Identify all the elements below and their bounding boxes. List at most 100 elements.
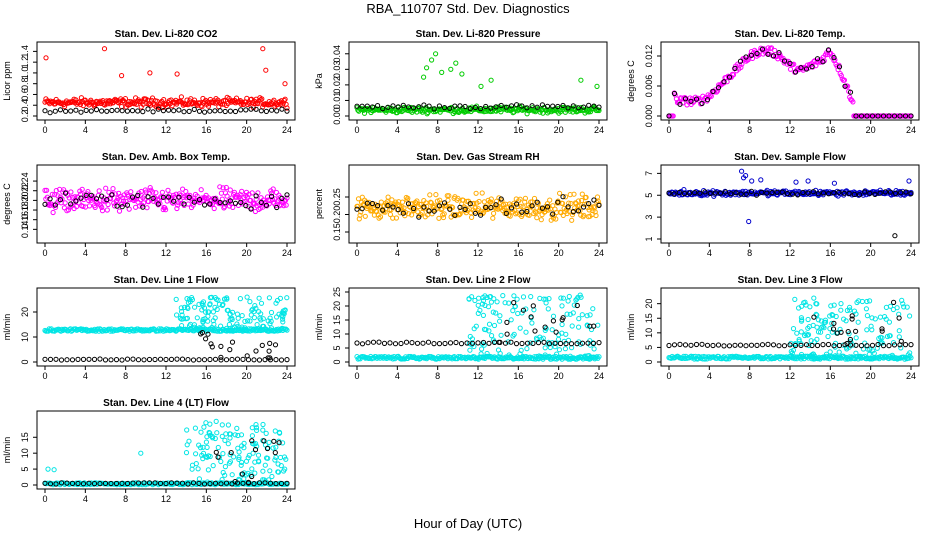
data-point bbox=[574, 302, 580, 309]
data-point bbox=[124, 356, 131, 362]
data-point bbox=[274, 108, 280, 114]
data-point bbox=[484, 350, 490, 357]
y-tick-label: 15 bbox=[332, 315, 342, 325]
data-point bbox=[102, 357, 109, 363]
data-point bbox=[554, 351, 560, 357]
data-point bbox=[872, 316, 878, 322]
data-point bbox=[355, 203, 361, 209]
chart-panel-1: Stan. Dev. Li-820 CO2 Licor ppm 0 4 8 12 16 20 2… bbox=[2, 29, 296, 135]
series-hourly bbox=[666, 46, 914, 119]
data-point bbox=[256, 480, 263, 486]
data-point bbox=[853, 335, 859, 341]
data-point bbox=[236, 456, 242, 462]
y-tick-label: 7 bbox=[644, 171, 654, 176]
data-point bbox=[153, 190, 159, 196]
data-point bbox=[707, 92, 713, 99]
data-point bbox=[787, 60, 793, 67]
data-point bbox=[453, 60, 459, 66]
y-tick-label: 0.20 bbox=[332, 206, 342, 224]
data-point bbox=[276, 440, 282, 446]
data-point bbox=[560, 295, 567, 301]
data-point bbox=[896, 328, 902, 334]
data-point bbox=[130, 356, 136, 362]
data-point bbox=[385, 194, 391, 200]
data-point bbox=[560, 102, 566, 109]
data-point bbox=[190, 202, 196, 208]
data-point bbox=[792, 69, 799, 75]
data-point bbox=[728, 191, 734, 197]
y-axis-label: kPa bbox=[314, 73, 324, 89]
data-point bbox=[526, 212, 532, 218]
y-tick-label: 3 bbox=[644, 215, 654, 220]
data-point bbox=[770, 53, 777, 59]
data-point bbox=[284, 108, 290, 114]
chart-panel-6: Stan. Dev. Sample Flow 0 4 8 12 16 20 24 1 3 5 7 bbox=[644, 152, 920, 258]
series-hourly bbox=[666, 299, 914, 349]
data-point bbox=[831, 190, 837, 196]
data-point bbox=[405, 104, 412, 110]
data-point bbox=[462, 206, 468, 212]
data-point bbox=[284, 192, 290, 198]
data-point bbox=[469, 214, 475, 220]
data-point bbox=[845, 83, 851, 89]
x-tick-label: 16 bbox=[201, 125, 211, 135]
data-point bbox=[721, 79, 727, 85]
data-point bbox=[798, 315, 805, 321]
plot-frame bbox=[660, 41, 920, 121]
data-point bbox=[175, 202, 181, 208]
data-point bbox=[411, 205, 417, 212]
data-point bbox=[199, 330, 205, 336]
data-point bbox=[908, 113, 914, 119]
data-point bbox=[469, 340, 476, 346]
y-tick-label: 0.000 bbox=[644, 105, 654, 128]
data-point bbox=[818, 329, 824, 335]
data-point bbox=[380, 106, 386, 112]
data-point bbox=[680, 100, 686, 106]
data-point bbox=[222, 464, 228, 470]
data-point bbox=[211, 205, 217, 212]
x-tick-label: 0 bbox=[42, 371, 47, 381]
data-point bbox=[838, 73, 844, 79]
data-point bbox=[555, 336, 562, 342]
data-point bbox=[579, 191, 585, 197]
data-point bbox=[395, 104, 401, 110]
data-point bbox=[474, 103, 480, 109]
data-point bbox=[798, 329, 804, 335]
data-point bbox=[385, 104, 391, 110]
data-point bbox=[273, 189, 280, 196]
data-point bbox=[249, 466, 255, 472]
data-point bbox=[68, 189, 74, 195]
data-point bbox=[530, 340, 536, 346]
data-point bbox=[503, 210, 509, 216]
data-point bbox=[879, 328, 885, 334]
data-point bbox=[80, 481, 87, 487]
data-point bbox=[200, 316, 206, 323]
data-point bbox=[218, 323, 224, 329]
data-point bbox=[864, 343, 870, 349]
x-tick-label: 12 bbox=[785, 125, 795, 135]
data-point bbox=[219, 433, 225, 439]
data-point bbox=[594, 83, 600, 90]
data-point bbox=[47, 196, 53, 202]
data-point bbox=[491, 210, 497, 216]
data-point bbox=[369, 200, 375, 207]
x-tick-label: 0 bbox=[666, 125, 671, 135]
data-point bbox=[52, 202, 58, 208]
data-point bbox=[196, 108, 203, 114]
data-point bbox=[273, 300, 279, 306]
data-point bbox=[228, 450, 234, 456]
data-point bbox=[441, 200, 448, 206]
data-point bbox=[109, 192, 115, 198]
data-point bbox=[215, 444, 221, 451]
data-point bbox=[596, 202, 602, 208]
data-point bbox=[364, 103, 370, 109]
data-point bbox=[908, 342, 914, 348]
y-tick-label: 0.8 bbox=[20, 77, 30, 90]
y-tick-label: 0.14 bbox=[20, 221, 30, 239]
data-point bbox=[527, 340, 533, 346]
data-point bbox=[591, 103, 597, 109]
data-point bbox=[475, 340, 481, 346]
data-point bbox=[576, 324, 582, 330]
data-point bbox=[102, 480, 109, 486]
data-point bbox=[282, 96, 288, 102]
